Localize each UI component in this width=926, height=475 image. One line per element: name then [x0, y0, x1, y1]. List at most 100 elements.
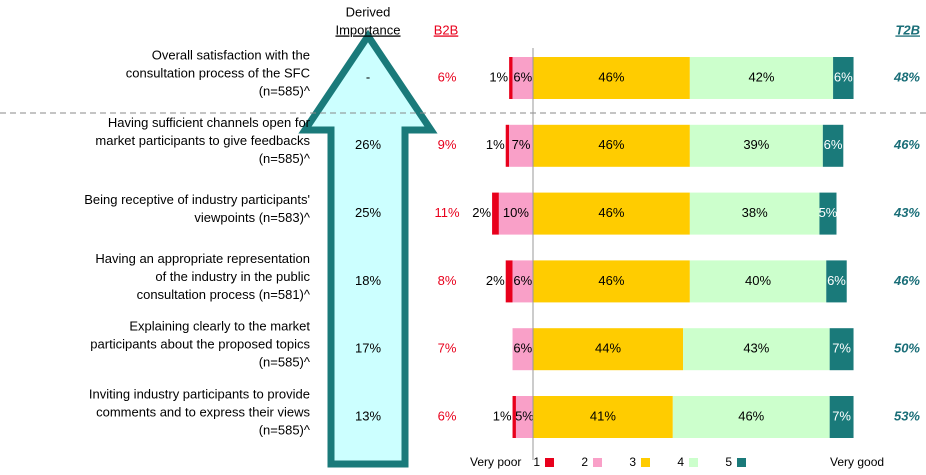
bar-segment	[512, 57, 533, 99]
t2b-header: T2B	[895, 22, 920, 37]
b2b-value: 8%	[438, 273, 457, 288]
t2b-value: 46%	[893, 273, 920, 288]
row-label: Having an appropriate representation	[95, 251, 310, 266]
segment-label: 2%	[486, 273, 505, 288]
bar-segment	[533, 260, 690, 303]
bar-segment	[512, 396, 516, 438]
bar-segment	[533, 57, 690, 99]
importance-header: Derived	[346, 4, 391, 19]
legend-swatch	[593, 458, 602, 467]
segment-label: 6%	[824, 137, 843, 152]
b2b-value: 11%	[434, 205, 459, 220]
segment-label: 44%	[595, 341, 621, 356]
importance-value: 17%	[355, 341, 381, 356]
segment-label: 2%	[472, 205, 491, 220]
bar-segment	[826, 260, 847, 303]
bar-segment	[689, 192, 820, 235]
bar-segment	[512, 260, 533, 303]
bar-segment	[533, 396, 673, 438]
legend-label: Very good	[830, 455, 884, 469]
t2b-value: 48%	[893, 69, 920, 84]
segment-label: 7%	[832, 408, 851, 423]
segment-label: 7%	[832, 341, 851, 356]
segment-label: 46%	[598, 69, 624, 84]
segment-label: 1%	[486, 137, 505, 152]
legend-entry: 1	[533, 455, 540, 469]
t2b-value: 50%	[894, 341, 920, 356]
segment-label: 6%	[834, 69, 853, 84]
row-label: of the industry in the public	[155, 269, 310, 284]
row-label: (n=585)^	[259, 151, 311, 166]
segment-label: 1%	[489, 69, 508, 84]
importance-value: 26%	[355, 137, 381, 152]
segment-label: 5%	[819, 205, 838, 220]
row-label: consultation process of the SFC	[126, 65, 310, 80]
legend-label: Very poor	[470, 455, 521, 469]
bar-segment	[833, 57, 854, 99]
bar-segment	[533, 192, 690, 235]
legend-swatch	[737, 458, 746, 467]
legend-entry: 3	[629, 455, 636, 469]
segment-label: 10%	[503, 205, 529, 220]
t2b-value: 43%	[893, 205, 920, 220]
importance-arrow	[298, 29, 438, 468]
bar-segment	[829, 396, 854, 438]
legend-swatch	[545, 458, 554, 467]
row-label: consultation process (n=581)^	[137, 287, 311, 302]
bar-segment	[689, 124, 823, 167]
segment-label: 7%	[512, 137, 531, 152]
importance-value: -	[366, 69, 370, 84]
bar-segment	[822, 124, 844, 167]
bar-segment	[829, 328, 854, 371]
segment-label: 38%	[742, 205, 768, 220]
bar-segment	[689, 57, 834, 99]
row-label: (n=585)^	[259, 83, 311, 98]
segment-label: 42%	[748, 69, 774, 84]
segment-label: 46%	[598, 137, 624, 152]
segment-label: 6%	[827, 273, 846, 288]
legend-swatch	[689, 458, 698, 467]
importance-value: 25%	[355, 205, 381, 220]
b2b-value: 6%	[438, 69, 457, 84]
bar-segment	[819, 192, 837, 235]
row-label: participants about the proposed topics	[90, 337, 310, 352]
b2b-value: 6%	[438, 408, 457, 423]
row-label: Inviting industry participants to provid…	[89, 386, 310, 401]
legend-entry: 4	[677, 455, 684, 469]
t2b-value: 46%	[893, 137, 920, 152]
bar-segment	[509, 124, 533, 167]
row-label: market participants to give feedbacks	[95, 133, 310, 148]
legend-swatch	[641, 458, 650, 467]
bar-segment	[533, 328, 684, 371]
bar-segment	[672, 396, 830, 438]
bar-segment	[505, 124, 510, 167]
legend-entry: 2	[581, 455, 588, 469]
segment-label: 43%	[743, 341, 769, 356]
segment-label: 40%	[745, 273, 771, 288]
segment-label: 5%	[515, 408, 534, 423]
bar-segment	[492, 192, 499, 235]
row-label: (n=585)^	[259, 422, 311, 437]
segment-label: 46%	[598, 273, 624, 288]
segment-label: 6%	[513, 273, 532, 288]
row-label: Overall satisfaction with the	[152, 47, 310, 62]
bar-segment	[515, 396, 533, 438]
bar-segment	[512, 328, 533, 371]
segment-label: 6%	[513, 341, 532, 356]
segment-label: 1%	[493, 408, 512, 423]
segment-label: 46%	[598, 205, 624, 220]
bar-segment	[505, 260, 513, 303]
segment-label: 41%	[590, 408, 616, 423]
t2b-value: 53%	[894, 408, 920, 423]
segment-label: 46%	[738, 408, 764, 423]
row-label: Being receptive of industry participants…	[84, 192, 310, 207]
b2b-value: 7%	[438, 341, 457, 356]
row-label: Explaining clearly to the market	[129, 319, 310, 334]
segment-label: 6%	[513, 69, 532, 84]
b2b-value: 9%	[438, 137, 457, 152]
row-label: (n=585)^	[259, 355, 311, 370]
bar-segment	[689, 260, 827, 303]
legend-entry: 5	[725, 455, 732, 469]
bar-segment	[498, 192, 533, 235]
